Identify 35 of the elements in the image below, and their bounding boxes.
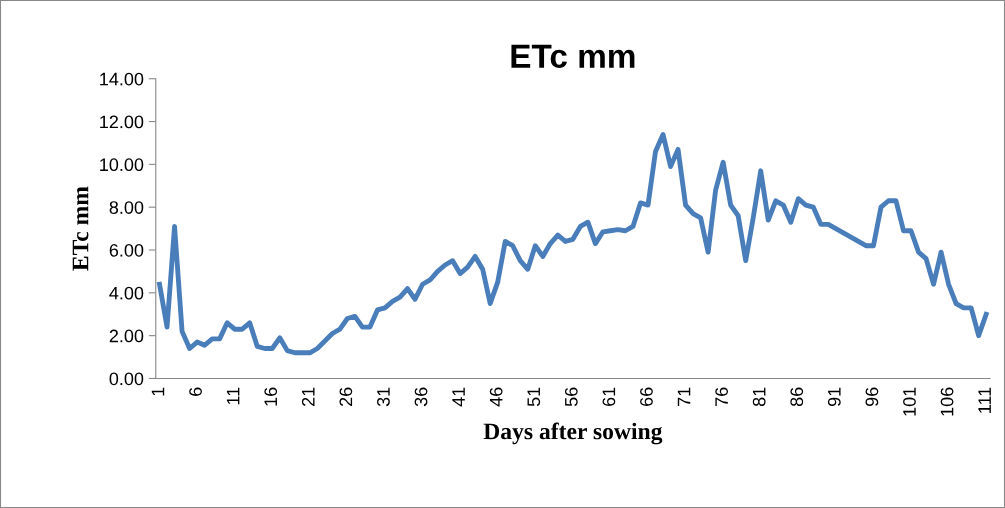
x-tick-label: 16 bbox=[264, 387, 278, 406]
x-tick-label: 36 bbox=[414, 387, 428, 407]
y-tick-label: 12.00 bbox=[100, 115, 144, 129]
x-tick-label: 86 bbox=[790, 387, 804, 407]
x-tick-label: 76 bbox=[715, 387, 728, 406]
y-axis-title: ETc mm bbox=[72, 186, 89, 271]
x-tick-label: 71 bbox=[677, 387, 691, 406]
x-tick-label: 106 bbox=[940, 387, 954, 416]
x-tick-label: 46 bbox=[489, 387, 503, 407]
x-tick-label: 61 bbox=[602, 387, 616, 406]
x-tick-label: 101 bbox=[903, 387, 916, 416]
y-tick-label: 10.00 bbox=[100, 158, 144, 172]
x-tick-label: 111 bbox=[978, 387, 991, 413]
x-tick-label: 96 bbox=[865, 387, 879, 407]
chart-title: ETc mm bbox=[511, 44, 635, 68]
y-tick-label: 14.00 bbox=[100, 72, 144, 86]
x-tick-label: 6 bbox=[189, 387, 202, 396]
x-tick-label: 21 bbox=[301, 387, 315, 406]
x-tick-label: 41 bbox=[452, 387, 465, 407]
y-tick-label: 4.00 bbox=[109, 286, 144, 300]
x-tick-label: 26 bbox=[339, 387, 353, 406]
x-tick-label: 31 bbox=[377, 387, 390, 407]
y-tick-label: 8.00 bbox=[109, 201, 144, 214]
line-series bbox=[157, 131, 989, 356]
y-tick-label: 2.00 bbox=[109, 329, 144, 343]
x-axis-title: Days after sowing bbox=[483, 422, 663, 445]
x-tick-label: 91 bbox=[827, 387, 841, 407]
y-tick-label: 0.00 bbox=[109, 372, 144, 386]
x-tick-label: 51 bbox=[527, 387, 541, 407]
x-tick-label: 11 bbox=[226, 387, 240, 405]
x-tick-label: 81 bbox=[752, 387, 766, 407]
x-tick-label: 1 bbox=[151, 387, 165, 396]
y-tick-label: 6.00 bbox=[109, 243, 144, 257]
x-tick-label: 56 bbox=[564, 387, 578, 407]
x-tick-label: 66 bbox=[640, 387, 653, 406]
